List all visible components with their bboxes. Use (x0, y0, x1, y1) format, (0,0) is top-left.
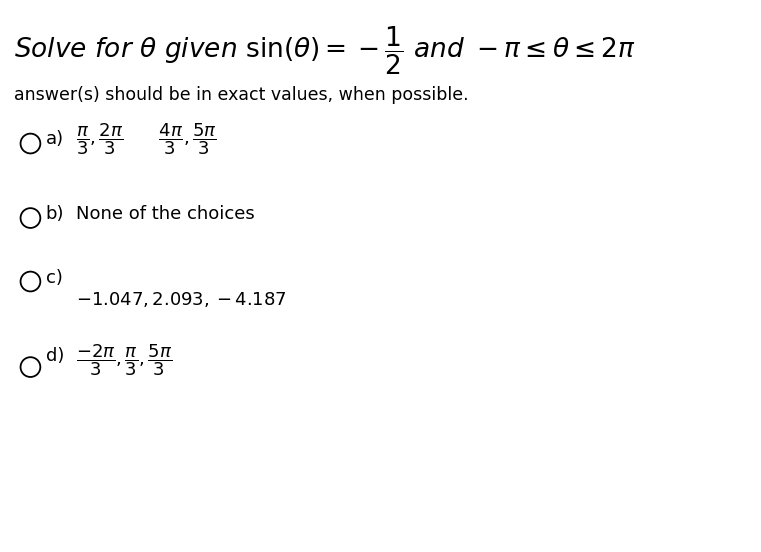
Text: $\dfrac{\pi}{3},\dfrac{2\pi}{3}\qquad\dfrac{4\pi}{3},\dfrac{5\pi}{3}$: $\dfrac{\pi}{3},\dfrac{2\pi}{3}\qquad\df… (76, 121, 217, 157)
Text: $\dfrac{-2\pi}{3},\dfrac{\pi}{3},\dfrac{5\pi}{3}$: $\dfrac{-2\pi}{3},\dfrac{\pi}{3},\dfrac{… (76, 342, 173, 378)
Text: c): c) (46, 269, 62, 286)
Text: b): b) (46, 205, 64, 223)
Text: d): d) (46, 347, 64, 365)
Text: None of the choices: None of the choices (76, 205, 255, 223)
Text: $\it{Solve\ for\ \theta\ given\ }\mathrm{sin}(\theta) = -\dfrac{1}{2}\ \it{and}\: $\it{Solve\ for\ \theta\ given\ }\mathrm… (14, 25, 635, 77)
Text: $-1.047, 2.093, -4.187$: $-1.047, 2.093, -4.187$ (76, 290, 287, 309)
Text: answer(s) should be in exact values, when possible.: answer(s) should be in exact values, whe… (14, 86, 468, 104)
Text: a): a) (46, 130, 64, 148)
